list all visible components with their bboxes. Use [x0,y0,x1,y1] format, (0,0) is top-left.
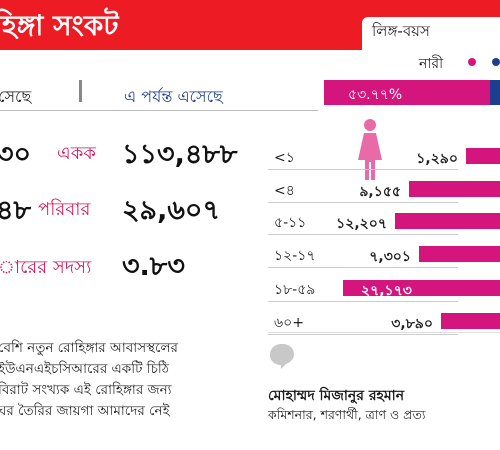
legend-female-dot [468,58,476,66]
female-share-label: ৫৩.৭৭% [348,87,403,103]
stat-left-value: ৩০ [0,139,32,170]
age-group-bar [343,280,500,296]
age-group-rule [268,301,458,302]
quote-author-role: কমিশনার, শরণার্থী, ত্রাণ ও প্রত্য [268,407,426,422]
stat-value: ৩.৮৩ [122,251,185,282]
quote-author-name: মোহাম্মদ মিজানুর রহমান [268,388,405,404]
stat-value: ১১৩,৪৮৮ [122,139,238,170]
statement-line: বিরাট সংখ্যক এই রোহিঙ্গার জন্য [0,382,172,398]
legend-female-label: নারী [419,56,444,72]
male-share-bar [490,80,500,105]
age-group-bar [419,246,500,262]
age-group-label: <৪ [274,183,295,199]
age-group-value: ১,২৯০ [416,151,458,167]
statement-line: বেশি নতুন রোহিঙ্গার আবাসস্থলের [0,340,178,356]
age-group-value: ৩,৮৯০ [391,316,433,332]
age-group-value: ৭,৩০১ [369,249,411,265]
statement-line: ইউএনএইচসিআরের একটি চিঠি [0,361,169,377]
stat-label: একক [57,143,96,164]
age-group-label: ৫-১১ [274,215,307,231]
age-group-rule [268,267,458,268]
statement-line: ঘর তৈরির জায়গা আমাদের নেই [0,403,170,419]
age-group-rule [268,169,458,170]
stat-value: ২৯,৬০৭ [122,195,220,226]
header-rule [0,110,318,111]
section-tag: লিঙ্গ-বয়স [372,22,430,40]
female-person-icon [358,119,382,180]
header-arrived-total: এ পর্যন্ত এসেছে [124,87,223,106]
age-group-bar [441,313,500,329]
female-share-bar [324,80,490,105]
age-group-rule [268,334,458,335]
age-group-bar [466,148,500,164]
age-group-rule [268,202,458,203]
quote-icon [270,344,294,369]
legend-male-dot [492,58,500,66]
age-group-bar [409,181,500,197]
stat-label: পরিবার [38,199,91,220]
header-separator [79,80,82,102]
banner-title: হিঙ্গা সংকট [0,9,119,42]
age-group-label: ৬০+ [274,315,304,331]
header-arrived-recent: সেছে [0,87,32,106]
attribution-rule [268,332,500,333]
age-group-label: ১২-১৭ [274,248,316,264]
age-group-label: <১ [274,150,295,166]
age-group-value: ৯,১৫৫ [359,184,401,200]
age-group-value: ১২,২০৭ [336,216,387,232]
stat-label: ারের সদস্য [0,257,92,278]
age-group-label: ১৮-৫৯ [274,282,316,298]
age-group-bar [395,213,500,229]
section-tag-box [362,17,500,51]
stat-left-value: ৪৮ [0,195,32,226]
age-group-value: ২৭,১৭৩ [361,283,412,299]
age-group-rule [268,234,458,235]
